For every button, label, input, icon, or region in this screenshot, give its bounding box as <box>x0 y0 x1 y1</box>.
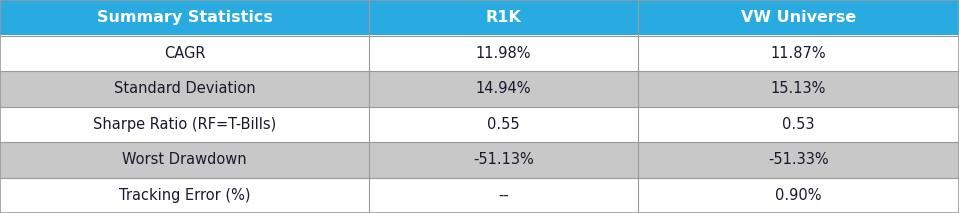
Text: 0.90%: 0.90% <box>775 188 822 203</box>
Text: -51.13%: -51.13% <box>473 152 534 167</box>
Bar <box>369 71 638 106</box>
Text: 15.13%: 15.13% <box>771 81 826 96</box>
Bar <box>638 36 959 71</box>
Bar <box>369 106 638 142</box>
Text: --: -- <box>498 188 509 203</box>
Bar <box>369 142 638 177</box>
Bar <box>638 142 959 177</box>
Bar <box>0 36 369 71</box>
Text: 0.53: 0.53 <box>783 117 814 132</box>
Text: CAGR: CAGR <box>164 46 205 61</box>
Text: R1K: R1K <box>485 10 522 25</box>
Bar <box>0 177 369 213</box>
Bar <box>369 177 638 213</box>
Bar <box>638 106 959 142</box>
Text: 14.94%: 14.94% <box>476 81 531 96</box>
Bar <box>0 0 369 36</box>
Text: Worst Drawdown: Worst Drawdown <box>123 152 246 167</box>
Text: Summary Statistics: Summary Statistics <box>97 10 272 25</box>
Bar <box>0 142 369 177</box>
Bar <box>638 0 959 36</box>
Text: Sharpe Ratio (RF=T-Bills): Sharpe Ratio (RF=T-Bills) <box>93 117 276 132</box>
Text: -51.33%: -51.33% <box>768 152 829 167</box>
Text: Standard Deviation: Standard Deviation <box>114 81 255 96</box>
Text: 11.87%: 11.87% <box>770 46 827 61</box>
Text: 11.98%: 11.98% <box>476 46 531 61</box>
Text: Tracking Error (%): Tracking Error (%) <box>119 188 250 203</box>
Bar <box>0 106 369 142</box>
Bar <box>369 36 638 71</box>
Bar <box>0 71 369 106</box>
Text: VW Universe: VW Universe <box>740 10 856 25</box>
Bar <box>369 0 638 36</box>
Text: 0.55: 0.55 <box>487 117 520 132</box>
Bar <box>638 177 959 213</box>
Bar <box>638 71 959 106</box>
